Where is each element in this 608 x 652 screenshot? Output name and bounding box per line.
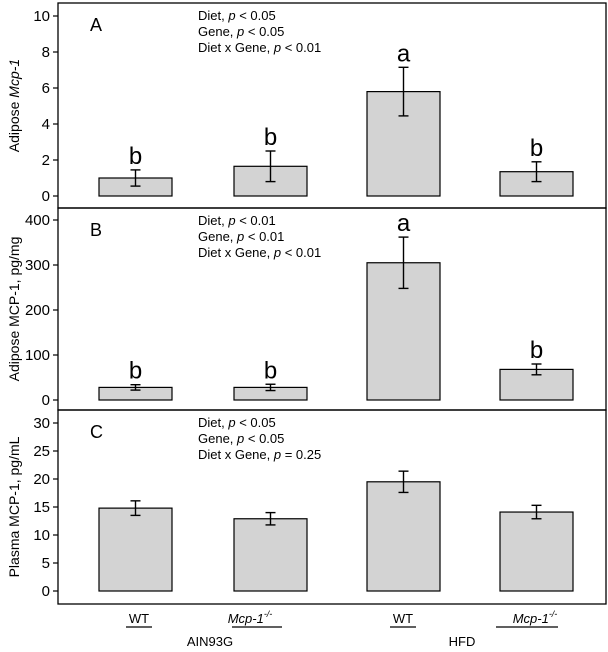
stats-value: < 0.05 xyxy=(244,431,284,446)
y-tick-label: 300 xyxy=(25,257,50,274)
stats-term: Gene, xyxy=(198,24,237,39)
y-tick-label: 10 xyxy=(33,8,50,25)
stats-value: < 0.01 xyxy=(281,245,321,260)
y-axis-label-text: Plasma MCP-1, pg/mL xyxy=(6,436,22,577)
y-tick-label: 5 xyxy=(42,555,50,572)
y-tick-label: 200 xyxy=(25,302,50,319)
stats-p: p xyxy=(273,40,281,55)
y-tick-label: 0 xyxy=(42,188,50,205)
y-tick-label: 6 xyxy=(42,80,50,97)
y-tick-label: 25 xyxy=(33,443,50,460)
stats-line: Gene, p < 0.01 xyxy=(198,229,284,244)
stats-line: Gene, p < 0.05 xyxy=(198,431,284,446)
bar xyxy=(499,511,574,592)
stats-p: p xyxy=(236,431,244,446)
panel-label: A xyxy=(90,15,102,35)
y-tick-label: 8 xyxy=(42,44,50,61)
stats-term: Gene, xyxy=(198,431,237,446)
y-tick-label: 15 xyxy=(33,499,50,516)
stats-line: Diet, p < 0.01 xyxy=(198,213,276,228)
stats-p: p xyxy=(236,24,244,39)
stats-term: Diet, xyxy=(198,8,228,23)
y-tick-label: 20 xyxy=(33,471,50,488)
significance-letter: b xyxy=(129,358,142,385)
y-axis-label: Plasma MCP-1, pg/mL xyxy=(6,436,22,577)
group-label-hfd: HFD xyxy=(449,634,476,649)
y-axis-label-text: Adipose MCP-1, pg/mg xyxy=(6,237,22,382)
stats-line: Diet x Gene, p < 0.01 xyxy=(198,40,321,55)
stats-value: < 0.01 xyxy=(236,213,276,228)
panel-c: 0 5 10 15 20 25 30 Plasma MCP-1, pg/mL C Diet, p … xyxy=(6,409,607,605)
panel-label: C xyxy=(90,422,103,442)
x-label-mcp1-ain: Mcp-1-/- xyxy=(228,609,273,626)
stats-p: p xyxy=(236,229,244,244)
significance-letter: b xyxy=(264,124,277,151)
significance-letter: b xyxy=(264,357,277,384)
stats-p: p xyxy=(273,245,281,260)
bar xyxy=(233,518,308,592)
stats-value: < 0.05 xyxy=(236,8,276,23)
stats-value: < 0.01 xyxy=(281,40,321,55)
stats-term: Diet, xyxy=(198,213,228,228)
y-tick-label: 0 xyxy=(42,392,50,409)
significance-letter: b xyxy=(530,135,543,162)
stats-term: Diet x Gene, xyxy=(198,447,274,462)
group-label-ain93g: AIN93G xyxy=(187,634,233,649)
stats-line: Diet, p < 0.05 xyxy=(198,8,276,23)
x-label-wt-hfd: WT xyxy=(393,611,413,626)
significance-letter: a xyxy=(397,210,411,237)
significance-letter: a xyxy=(397,40,411,67)
y-tick-label: 10 xyxy=(33,527,50,544)
stats-value: < 0.05 xyxy=(236,415,276,430)
stats-p: p xyxy=(227,8,235,23)
x-label-mcp1-hfd-name: Mcp-1 xyxy=(513,611,549,626)
stats-value: = 0.25 xyxy=(281,447,321,462)
x-label-mcp1-hfd: Mcp-1-/- xyxy=(513,609,558,626)
stats-line: Diet, p < 0.05 xyxy=(198,415,276,430)
stats-value: < 0.05 xyxy=(244,24,284,39)
significance-letter: b xyxy=(530,337,543,364)
stats-term: Diet x Gene, xyxy=(198,245,274,260)
x-label-mcp1-ain-name: Mcp-1 xyxy=(228,611,264,626)
x-axis: WT Mcp-1-/- WT Mcp-1-/- AIN93G HFD xyxy=(126,609,558,649)
stats-p: p xyxy=(227,213,235,228)
x-label-mcp1-ain-sup: -/- xyxy=(264,609,273,619)
stats-p: p xyxy=(273,447,281,462)
y-tick-label: 100 xyxy=(25,347,50,364)
stats-line: Diet x Gene, p < 0.01 xyxy=(198,245,321,260)
y-axis-label: Adipose MCP-1, pg/mg xyxy=(6,237,22,382)
y-tick-label: 4 xyxy=(42,116,50,133)
x-label-mcp1-hfd-sup: -/- xyxy=(549,609,558,619)
y-tick-label: 0 xyxy=(42,583,50,600)
stats-term: Diet x Gene, xyxy=(198,40,274,55)
y-axis-label: Adipose Mcp-1 xyxy=(6,59,22,152)
panel-label: B xyxy=(90,220,102,240)
y-tick-label: 30 xyxy=(33,415,50,432)
y-axis-label-italic: Mcp-1 xyxy=(6,59,22,98)
stats-line: Gene, p < 0.05 xyxy=(198,24,284,39)
x-label-wt-ain: WT xyxy=(129,611,149,626)
stats-value: < 0.01 xyxy=(244,229,284,244)
stats-term: Gene, xyxy=(198,229,237,244)
stats-line: Diet x Gene, p = 0.25 xyxy=(198,447,321,462)
significance-letter: b xyxy=(129,143,142,170)
y-tick-label: 2 xyxy=(42,152,50,169)
bar xyxy=(366,481,441,592)
y-axis-label-text: Adipose xyxy=(6,98,22,152)
y-tick-label: 400 xyxy=(25,212,50,229)
bar xyxy=(98,507,173,592)
stats-term: Diet, xyxy=(198,415,228,430)
stats-p: p xyxy=(227,415,235,430)
